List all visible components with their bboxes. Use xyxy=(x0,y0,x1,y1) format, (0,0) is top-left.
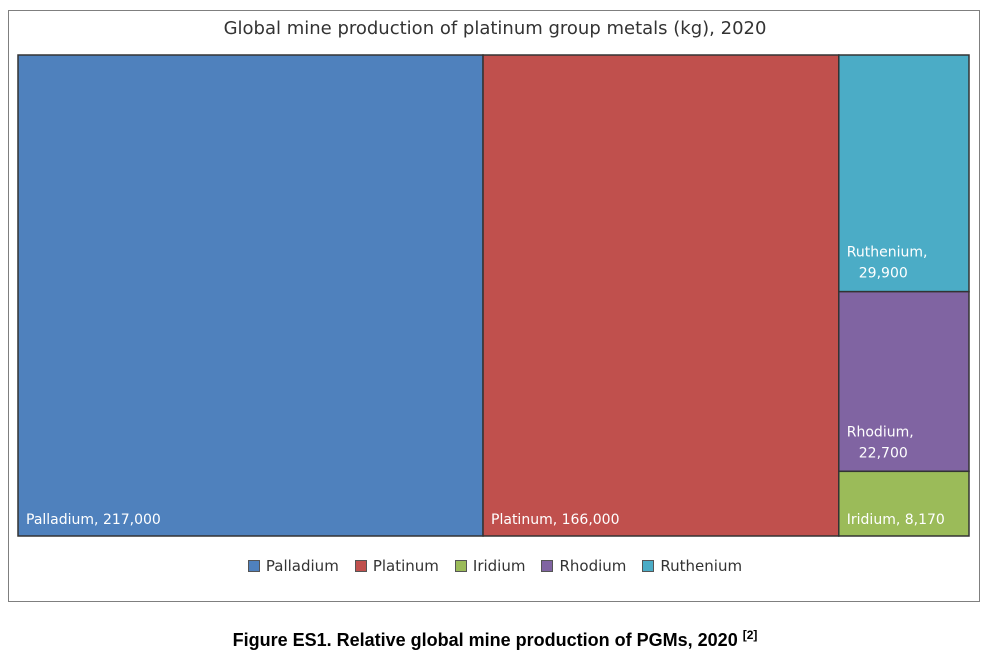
figure-caption: Figure ES1. Relative global mine product… xyxy=(0,628,990,651)
data-label-ruthenium-line-2: 29,900 xyxy=(859,266,908,282)
legend-swatch-platinum xyxy=(354,560,367,572)
tile-ruthenium xyxy=(838,54,970,293)
legend-label-platinum: Platinum xyxy=(372,557,439,575)
legend-item-platinum: Platinum xyxy=(354,557,439,575)
legend-item-palladium: Palladium xyxy=(247,557,339,575)
legend-label-rhodium: Rhodium xyxy=(559,557,627,575)
tile-rhodium xyxy=(838,290,970,473)
caption-text: Figure ES1. Relative global mine product… xyxy=(232,630,738,650)
data-label-iridium: Iridium, 8,170 xyxy=(847,512,945,528)
data-label-ruthenium-line-1: Ruthenium, xyxy=(847,245,928,261)
legend-swatch-iridium xyxy=(454,560,467,572)
legend-item-ruthenium: Ruthenium xyxy=(642,557,742,575)
tile-iridium xyxy=(838,470,970,537)
legend-item-iridium: Iridium xyxy=(454,557,526,575)
legend-label-iridium: Iridium xyxy=(472,557,526,575)
caption-reference: [2] xyxy=(742,628,758,642)
legend-label-palladium: Palladium xyxy=(265,557,339,575)
data-label-rhodium-line-2: 22,700 xyxy=(859,445,908,461)
tile-platinum xyxy=(482,54,840,537)
chart-title: Global mine production of platinum group… xyxy=(223,18,767,39)
chart-legend: Palladium Platinum Iridium Rhodium Ruthenium xyxy=(0,557,990,575)
tile-palladium xyxy=(17,54,484,537)
data-label-platinum: Platinum, 166,000 xyxy=(491,512,619,528)
data-label-palladium: Palladium, 217,000 xyxy=(26,512,161,528)
legend-swatch-ruthenium xyxy=(642,560,655,572)
legend-label-ruthenium: Ruthenium xyxy=(660,557,743,575)
data-label-rhodium-line-1: Rhodium, xyxy=(847,424,914,440)
legend-item-rhodium: Rhodium xyxy=(541,557,626,575)
legend-swatch-rhodium xyxy=(541,560,554,572)
legend-swatch-palladium xyxy=(247,560,260,572)
